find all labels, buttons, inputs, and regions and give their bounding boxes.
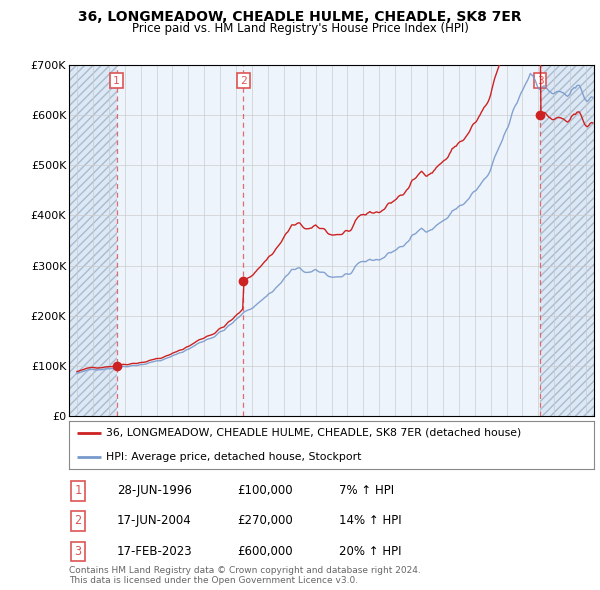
Text: 20% ↑ HPI: 20% ↑ HPI (339, 545, 401, 558)
Text: Price paid vs. HM Land Registry's House Price Index (HPI): Price paid vs. HM Land Registry's House … (131, 22, 469, 35)
Text: 2: 2 (74, 514, 82, 527)
Text: 7% ↑ HPI: 7% ↑ HPI (339, 484, 394, 497)
Text: 3: 3 (74, 545, 82, 558)
Text: 36, LONGMEADOW, CHEADLE HULME, CHEADLE, SK8 7ER: 36, LONGMEADOW, CHEADLE HULME, CHEADLE, … (78, 10, 522, 24)
Bar (540, 65, 594, 416)
Bar (69, 65, 116, 416)
Text: Contains HM Land Registry data © Crown copyright and database right 2024.
This d: Contains HM Land Registry data © Crown c… (69, 566, 421, 585)
Text: £600,000: £600,000 (237, 545, 293, 558)
Text: £100,000: £100,000 (237, 484, 293, 497)
Text: 28-JUN-1996: 28-JUN-1996 (117, 484, 192, 497)
Text: 2: 2 (240, 76, 247, 86)
Bar (116, 65, 540, 416)
Text: HPI: Average price, detached house, Stockport: HPI: Average price, detached house, Stoc… (106, 452, 361, 462)
Text: 17-JUN-2004: 17-JUN-2004 (117, 514, 192, 527)
Text: 36, LONGMEADOW, CHEADLE HULME, CHEADLE, SK8 7ER (detached house): 36, LONGMEADOW, CHEADLE HULME, CHEADLE, … (106, 428, 521, 438)
Text: 3: 3 (537, 76, 544, 86)
Text: 1: 1 (113, 76, 120, 86)
Text: £270,000: £270,000 (237, 514, 293, 527)
Text: 17-FEB-2023: 17-FEB-2023 (117, 545, 193, 558)
Text: 1: 1 (74, 484, 82, 497)
Bar (540, 65, 594, 416)
Text: 14% ↑ HPI: 14% ↑ HPI (339, 514, 401, 527)
Bar (69, 65, 116, 416)
